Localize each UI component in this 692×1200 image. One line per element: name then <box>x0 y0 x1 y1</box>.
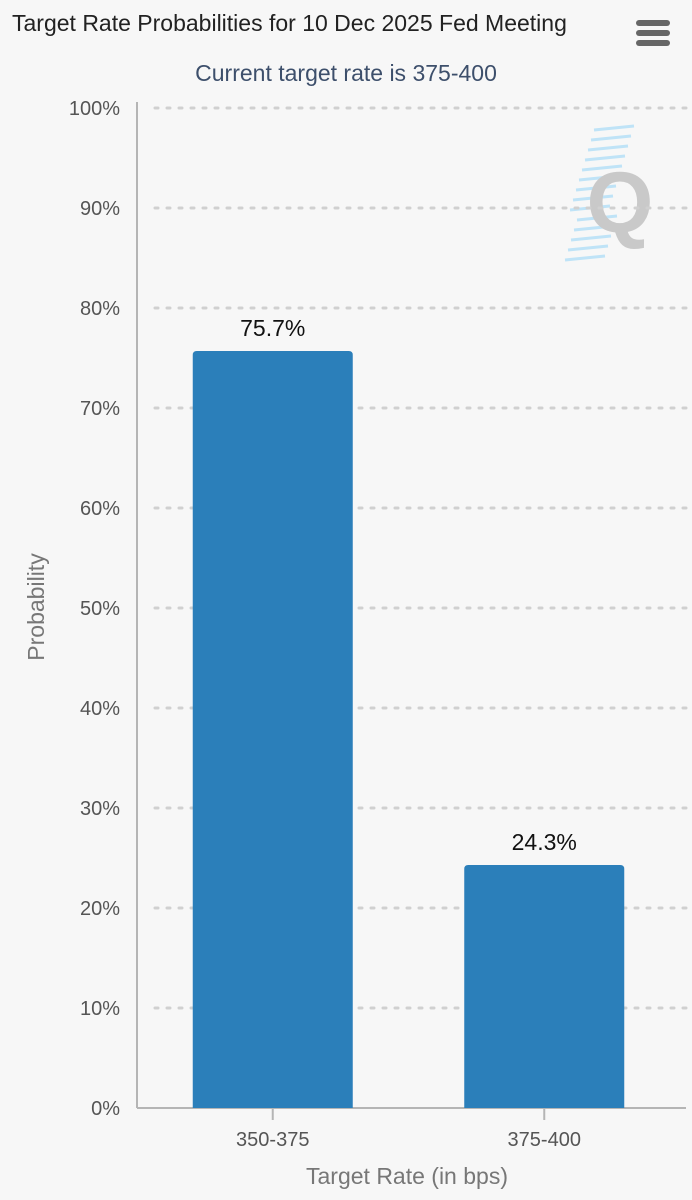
q-logo-stripe <box>581 164 623 172</box>
data-label: 75.7% <box>240 315 305 341</box>
q-logo-stripe <box>567 244 609 252</box>
menu-bar-middle <box>636 30 670 36</box>
q-logo-stripe <box>576 214 618 222</box>
q-logo-stripe <box>593 124 635 132</box>
menu-bar-bottom <box>636 40 670 46</box>
q-logo-stripe <box>573 224 615 232</box>
x-axis-ticks: 350-375 375-400 <box>236 1108 581 1151</box>
x-tick-label: 350-375 <box>236 1129 309 1151</box>
q-logo-letter: Q <box>587 155 654 251</box>
y-axis-title: Probability <box>23 553 49 661</box>
y-tick-label: 20% <box>80 898 120 920</box>
y-tick-label: 0% <box>91 1098 120 1120</box>
q-logo-stripe <box>570 234 612 242</box>
hamburger-menu-icon[interactable] <box>630 14 674 52</box>
y-tick-label: 50% <box>80 598 120 620</box>
q-logo-stripe <box>575 184 617 192</box>
q-logo-stripe <box>584 154 626 162</box>
x-axis-title: Target Rate (in bps) <box>306 1163 508 1189</box>
q-logo-icon: Q <box>564 124 654 262</box>
bar-350-375[interactable] <box>192 351 353 1108</box>
data-label: 24.3% <box>512 829 577 855</box>
y-tick-label: 60% <box>80 498 120 520</box>
y-axis-ticks: 0% 10% 20% 30% 40% 50% 60% 70% 80% 90% 100% <box>69 98 120 1120</box>
y-tick-label: 30% <box>80 798 120 820</box>
y-tick-label: 10% <box>80 998 120 1020</box>
x-tick-label: 375-400 <box>508 1129 581 1151</box>
q-logo-stripe <box>590 134 632 142</box>
y-tick-label: 40% <box>80 698 120 720</box>
q-logo-stripe <box>572 194 614 202</box>
data-labels: 75.7% 24.3% <box>240 315 577 855</box>
chart-subtitle: Current target rate is 375-400 <box>195 60 497 86</box>
y-tick-label: 80% <box>80 298 120 320</box>
menu-bar-top <box>636 20 670 26</box>
q-logo-stripe <box>564 254 606 262</box>
bars <box>192 351 625 1108</box>
y-tick-label: 90% <box>80 198 120 220</box>
q-logo-stripe <box>578 174 620 182</box>
chart-title: Target Rate Probabilities for 10 Dec 202… <box>12 10 567 36</box>
y-tick-label: 70% <box>80 398 120 420</box>
y-tick-label: 100% <box>69 98 120 120</box>
bar-375-400[interactable] <box>464 865 625 1108</box>
q-logo-stripe <box>587 144 629 152</box>
